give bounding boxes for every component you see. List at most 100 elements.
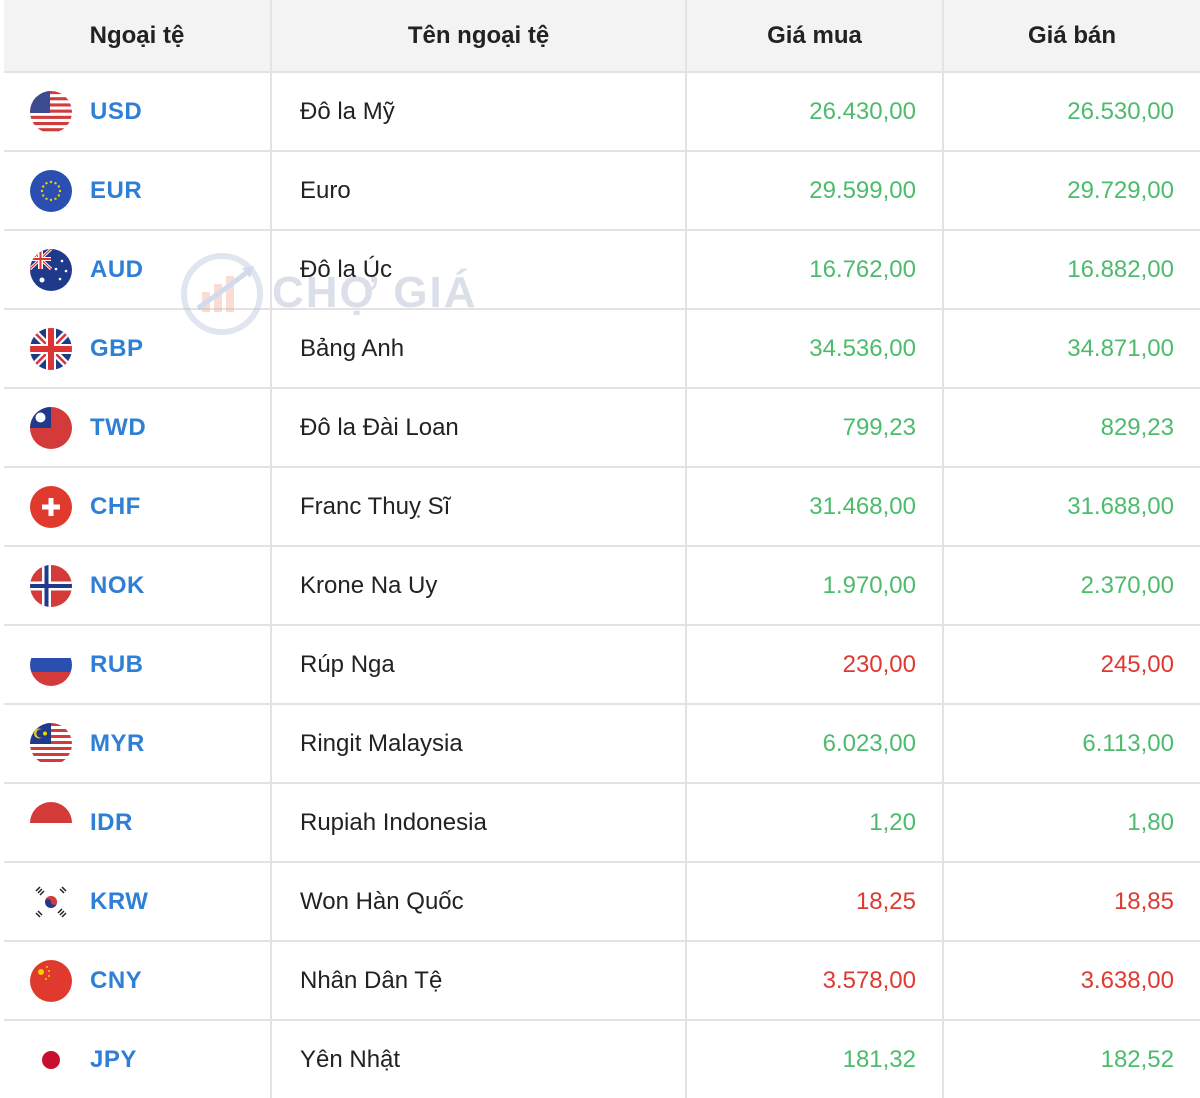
sell-price: 2.370,00: [1080, 571, 1174, 599]
sell-price-cell: 18,85: [944, 863, 1200, 940]
currency-name-cell: Won Hàn Quốc: [272, 863, 687, 940]
currency-code-link[interactable]: RUB: [90, 650, 144, 678]
table-row: MYR Ringit Malaysia 6.023,00 6.113,00: [4, 705, 1200, 784]
currency-cell: GBP: [4, 310, 272, 387]
ch-flag-icon: [30, 485, 72, 528]
buy-price-cell: 230,00: [687, 626, 944, 703]
buy-price: 3.578,00: [822, 966, 916, 994]
sell-price: 6.113,00: [1082, 729, 1174, 757]
ru-flag-icon: [30, 643, 72, 686]
exchange-rate-table: Ngoại tệ Tên ngoại tệ Giá mua Giá bán US…: [4, 0, 1200, 1098]
buy-price-cell: 1,20: [687, 784, 944, 861]
header-currency: Ngoại tệ: [4, 0, 272, 71]
sell-price: 1,80: [1127, 808, 1174, 836]
currency-code-link[interactable]: CHF: [90, 492, 141, 520]
currency-code-link[interactable]: AUD: [90, 255, 144, 283]
buy-price: 31.468,00: [809, 492, 916, 520]
buy-price: 1,20: [869, 808, 916, 836]
buy-price-cell: 34.536,00: [687, 310, 944, 387]
currency-cell: NOK: [4, 547, 272, 624]
currency-name-cell: Bảng Anh: [272, 310, 687, 387]
currency-code-link[interactable]: GBP: [90, 334, 144, 362]
buy-price-cell: 181,32: [687, 1021, 944, 1098]
currency-code-link[interactable]: USD: [90, 97, 143, 125]
sell-price: 18,85: [1113, 887, 1174, 915]
currency-name: Won Hàn Quốc: [300, 887, 464, 915]
currency-code-link[interactable]: MYR: [90, 729, 145, 757]
sell-price-cell: 26.530,00: [944, 73, 1200, 150]
sell-price: 16.882,00: [1067, 255, 1174, 283]
sell-price-cell: 6.113,00: [944, 705, 1200, 782]
currency-cell: USD: [4, 73, 272, 150]
currency-name: Đô la Mỹ: [300, 97, 395, 125]
currency-name: Ringit Malaysia: [300, 729, 463, 757]
table-header: Ngoại tệ Tên ngoại tệ Giá mua Giá bán: [4, 0, 1200, 73]
sell-price: 29.729,00: [1067, 176, 1174, 204]
currency-name: Franc Thuỵ Sĩ: [300, 492, 451, 520]
table-row: NOK Krone Na Uy 1.970,00 2.370,00: [4, 547, 1200, 626]
currency-code-link[interactable]: EUR: [90, 176, 143, 204]
sell-price-cell: 3.638,00: [944, 942, 1200, 1019]
no-flag-icon: [30, 564, 72, 607]
table-row: CHF Franc Thuỵ Sĩ 31.468,00 31.688,00: [4, 468, 1200, 547]
buy-price-cell: 6.023,00: [687, 705, 944, 782]
currency-name: Yên Nhật: [300, 1045, 401, 1073]
buy-price-cell: 16.762,00: [687, 231, 944, 308]
currency-code-link[interactable]: CNY: [90, 966, 143, 994]
currency-name: Rúp Nga: [300, 650, 395, 678]
header-currency-name: Tên ngoại tệ: [272, 0, 687, 71]
currency-code-link[interactable]: JPY: [90, 1045, 137, 1073]
tw-flag-icon: [30, 406, 72, 449]
buy-price: 29.599,00: [809, 176, 916, 204]
us-flag-icon: [30, 90, 72, 133]
currency-cell: EUR: [4, 152, 272, 229]
currency-name-cell: Yên Nhật: [272, 1021, 687, 1098]
sell-price-cell: 1,80: [944, 784, 1200, 861]
buy-price: 34.536,00: [809, 334, 916, 362]
buy-price-cell: 799,23: [687, 389, 944, 466]
currency-name: Euro: [300, 176, 351, 204]
buy-price-cell: 1.970,00: [687, 547, 944, 624]
table-body: USD Đô la Mỹ 26.430,00 26.530,00 EUR Eur…: [4, 73, 1200, 1098]
table-row: AUD Đô la Úc 16.762,00 16.882,00: [4, 231, 1200, 310]
cn-flag-icon: [30, 959, 72, 1002]
sell-price-cell: 34.871,00: [944, 310, 1200, 387]
currency-name: Nhân Dân Tệ: [300, 966, 443, 994]
sell-price-cell: 2.370,00: [944, 547, 1200, 624]
currency-name-cell: Franc Thuỵ Sĩ: [272, 468, 687, 545]
table-row: USD Đô la Mỹ 26.430,00 26.530,00: [4, 73, 1200, 152]
currency-name: Rupiah Indonesia: [300, 808, 487, 836]
sell-price-cell: 245,00: [944, 626, 1200, 703]
table-row: JPY Yên Nhật 181,32 182,52: [4, 1021, 1200, 1098]
table-row: CNY Nhân Dân Tệ 3.578,00 3.638,00: [4, 942, 1200, 1021]
currency-code-link[interactable]: NOK: [90, 571, 145, 599]
buy-price: 18,25: [855, 887, 916, 915]
sell-price-cell: 31.688,00: [944, 468, 1200, 545]
currency-name: Đô la Đài Loan: [300, 413, 459, 441]
table-row: IDR Rupiah Indonesia 1,20 1,80: [4, 784, 1200, 863]
currency-name-cell: Ringit Malaysia: [272, 705, 687, 782]
header-buy-price: Giá mua: [687, 0, 944, 71]
table-row: KRW Won Hàn Quốc 18,25 18,85: [4, 863, 1200, 942]
buy-price: 230,00: [842, 650, 916, 678]
sell-price: 829,23: [1100, 413, 1174, 441]
gb-flag-icon: [30, 327, 72, 370]
currency-name-cell: Đô la Mỹ: [272, 73, 687, 150]
sell-price: 182,52: [1100, 1045, 1174, 1073]
currency-cell: TWD: [4, 389, 272, 466]
buy-price: 181,32: [842, 1045, 916, 1073]
currency-name-cell: Euro: [272, 152, 687, 229]
id-flag-icon: [30, 801, 72, 844]
sell-price: 31.688,00: [1067, 492, 1174, 520]
currency-name: Krone Na Uy: [300, 571, 438, 599]
buy-price-cell: 31.468,00: [687, 468, 944, 545]
currency-code-link[interactable]: IDR: [90, 808, 133, 836]
currency-cell: MYR: [4, 705, 272, 782]
currency-code-link[interactable]: KRW: [90, 887, 149, 915]
currency-code-link[interactable]: TWD: [90, 413, 147, 441]
table-row: RUB Rúp Nga 230,00 245,00: [4, 626, 1200, 705]
currency-name-cell: Nhân Dân Tệ: [272, 942, 687, 1019]
currency-name: Bảng Anh: [300, 334, 405, 362]
sell-price-cell: 829,23: [944, 389, 1200, 466]
currency-cell: KRW: [4, 863, 272, 940]
